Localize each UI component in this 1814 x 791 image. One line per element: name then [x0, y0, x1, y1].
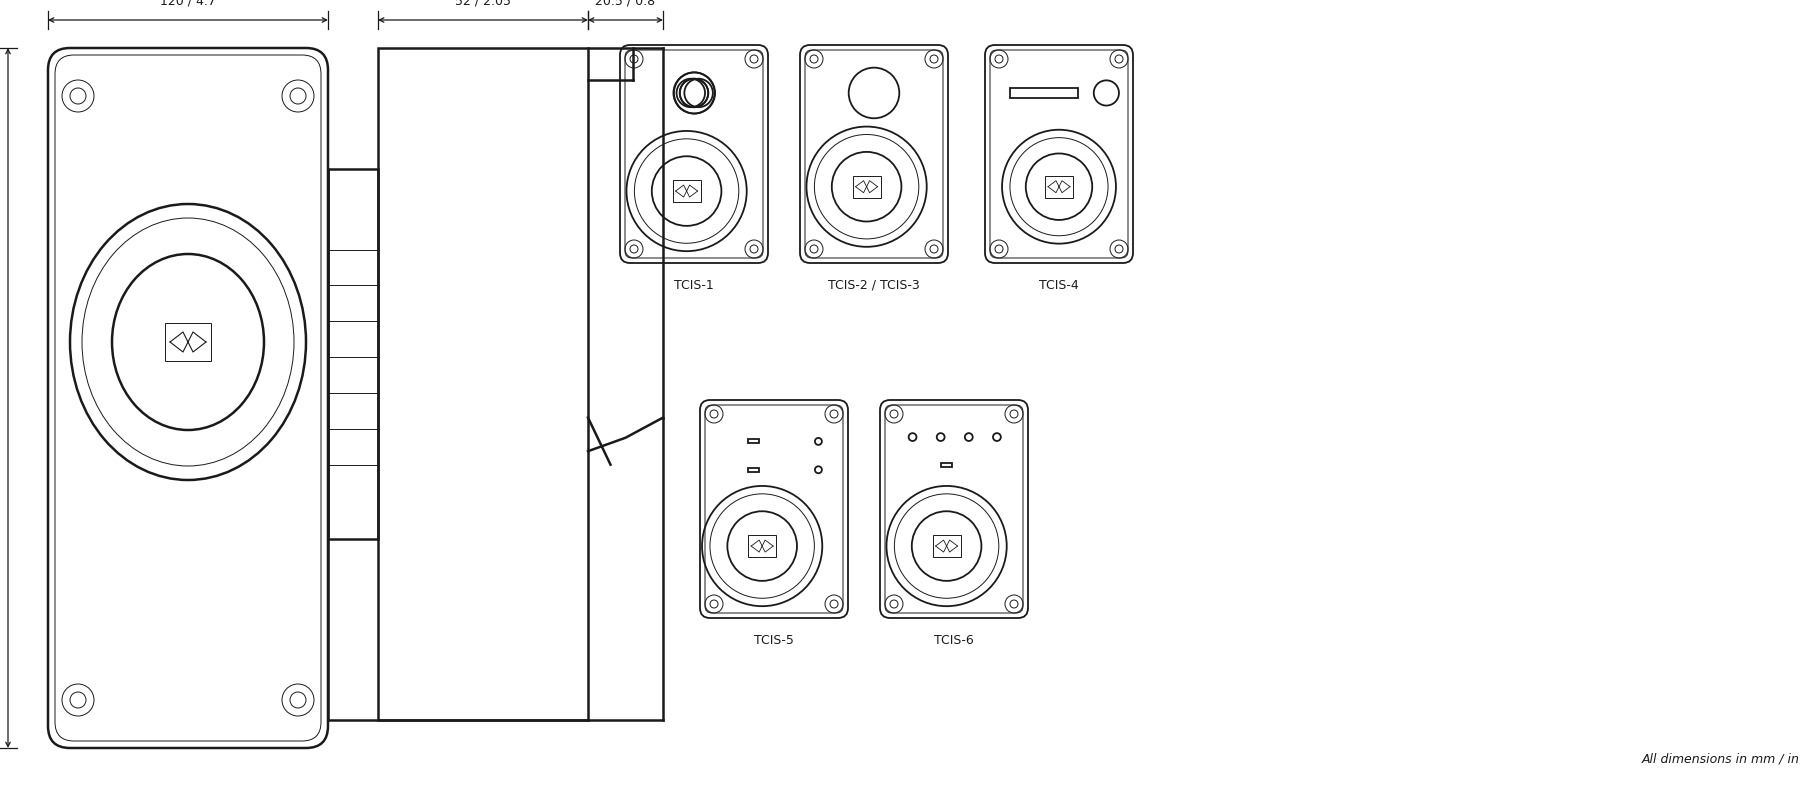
Bar [1045, 176, 1072, 198]
Text: TCIS-6: TCIS-6 [934, 634, 974, 647]
Bar [747, 439, 758, 444]
Text: TCIS-2 / TCIS-3: TCIS-2 / TCIS-3 [827, 279, 920, 292]
Bar [941, 464, 951, 467]
Bar [673, 180, 700, 202]
Text: All dimensions in mm / in: All dimensions in mm / in [1642, 752, 1799, 765]
Bar [747, 467, 758, 471]
Text: 120 / 4.7: 120 / 4.7 [160, 0, 216, 8]
Text: 20.5 / 0.8: 20.5 / 0.8 [595, 0, 655, 8]
Bar [377, 48, 588, 720]
Bar [1010, 88, 1078, 98]
Bar [328, 169, 377, 539]
Text: TCIS-1: TCIS-1 [673, 279, 713, 292]
Bar [165, 323, 210, 361]
Bar [932, 535, 960, 557]
Bar [853, 176, 880, 198]
Text: TCIS-4: TCIS-4 [1039, 279, 1078, 292]
Text: 52 / 2.05: 52 / 2.05 [455, 0, 512, 8]
Text: TCIS-5: TCIS-5 [753, 634, 793, 647]
Bar [747, 535, 776, 557]
